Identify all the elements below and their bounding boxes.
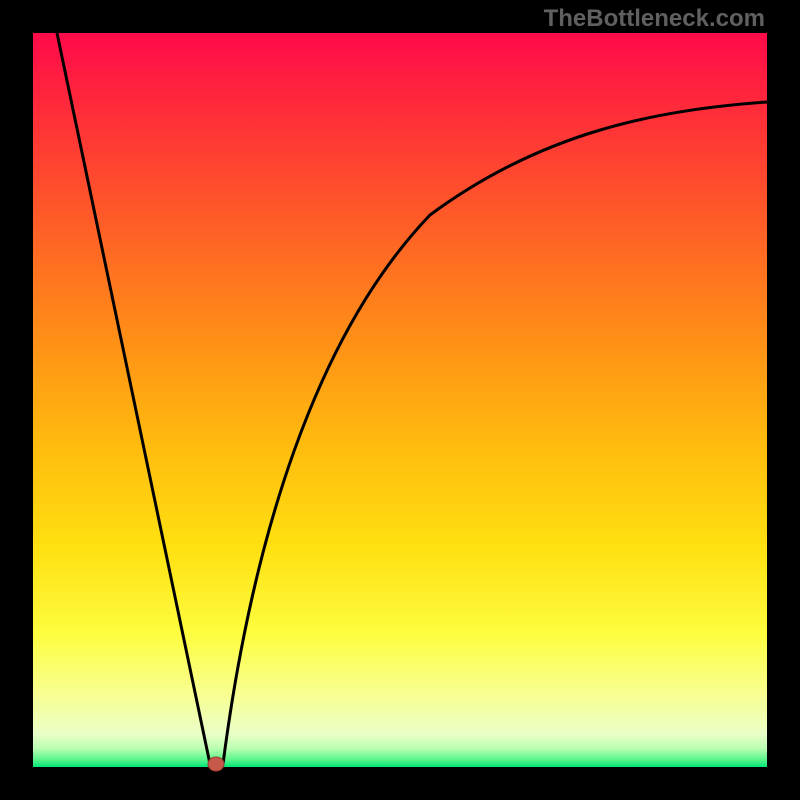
chart-container: TheBottleneck.com (0, 0, 800, 800)
watermark-label: TheBottleneck.com (544, 5, 765, 33)
gradient-plot-area (33, 33, 767, 767)
